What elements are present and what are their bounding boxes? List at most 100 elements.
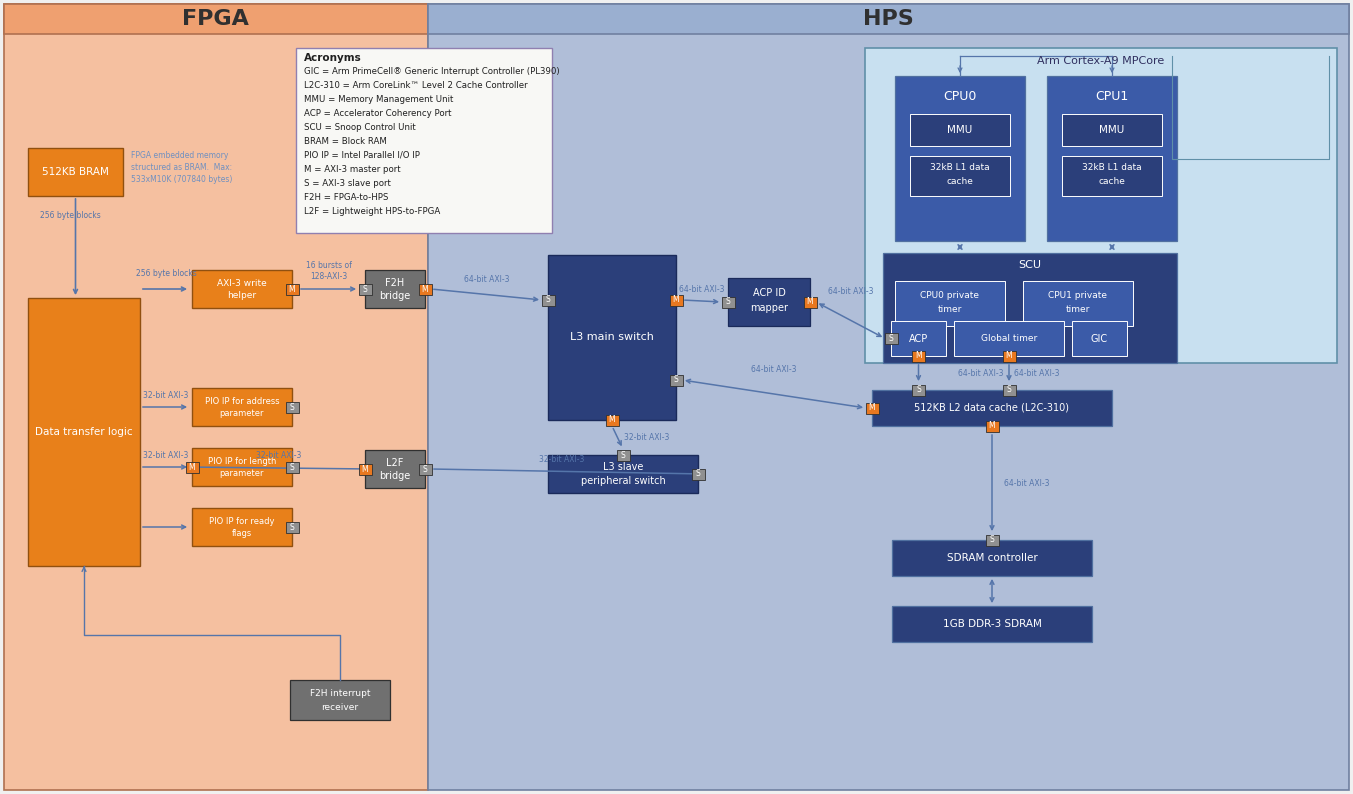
Bar <box>28 148 123 196</box>
Text: S: S <box>545 295 551 305</box>
Text: S: S <box>290 462 295 472</box>
Text: 64-bit AXI-3: 64-bit AXI-3 <box>679 286 725 295</box>
Bar <box>4 4 428 34</box>
Bar <box>728 278 810 326</box>
Bar <box>4 4 428 790</box>
Text: S: S <box>674 376 678 384</box>
Text: S: S <box>695 469 701 479</box>
Bar <box>28 298 139 566</box>
Bar <box>548 255 676 420</box>
Bar <box>1003 350 1016 361</box>
Text: CPU0 private: CPU0 private <box>920 291 980 299</box>
Text: M: M <box>989 422 996 430</box>
Bar <box>285 522 299 533</box>
Text: M: M <box>672 295 679 305</box>
Bar <box>285 283 299 295</box>
Text: timer: timer <box>938 305 962 314</box>
Text: S: S <box>290 522 295 531</box>
Text: CPU0: CPU0 <box>943 90 977 102</box>
Text: Arm Cortex-A9 MPCore: Arm Cortex-A9 MPCore <box>1038 56 1165 66</box>
Bar <box>192 388 292 426</box>
Bar <box>365 270 425 308</box>
Bar <box>670 375 682 386</box>
Bar <box>894 281 1005 326</box>
Bar <box>1062 156 1162 196</box>
Bar <box>721 296 735 307</box>
Text: SDRAM controller: SDRAM controller <box>947 553 1038 563</box>
Text: M: M <box>361 464 368 473</box>
Bar <box>428 4 1349 790</box>
Text: 64-bit AXI-3: 64-bit AXI-3 <box>1013 368 1059 377</box>
Text: S: S <box>363 284 368 294</box>
Text: M: M <box>1005 352 1012 360</box>
Text: SCU: SCU <box>1019 260 1042 270</box>
Text: CPU1: CPU1 <box>1096 90 1128 102</box>
Text: 256 byte blocks: 256 byte blocks <box>135 268 196 277</box>
Text: ACP: ACP <box>909 333 928 344</box>
Text: 64-bit AXI-3: 64-bit AXI-3 <box>751 365 797 375</box>
Bar <box>912 350 925 361</box>
Bar <box>290 680 390 720</box>
Text: PIO IP for length: PIO IP for length <box>208 457 276 465</box>
Bar <box>192 270 292 308</box>
Text: AXI-3 write: AXI-3 write <box>216 279 267 287</box>
Text: L3 main switch: L3 main switch <box>570 333 653 342</box>
Text: parameter: parameter <box>219 410 264 418</box>
Text: S: S <box>621 450 625 460</box>
Text: 16 bursts of
128-AXI-3: 16 bursts of 128-AXI-3 <box>306 261 352 281</box>
Bar <box>911 156 1009 196</box>
Bar <box>192 508 292 546</box>
Bar <box>884 253 1177 363</box>
Text: helper: helper <box>227 291 257 300</box>
Bar <box>871 390 1112 426</box>
Text: peripheral switch: peripheral switch <box>580 476 666 486</box>
Text: S: S <box>1007 386 1012 395</box>
Bar <box>954 321 1063 356</box>
Bar <box>541 295 555 306</box>
Text: S: S <box>889 334 893 343</box>
Text: M: M <box>869 403 875 413</box>
Text: S: S <box>725 298 731 306</box>
Text: bridge: bridge <box>379 471 410 481</box>
Text: F2H: F2H <box>386 278 405 288</box>
Text: cache: cache <box>947 178 973 187</box>
Text: receiver: receiver <box>322 703 359 712</box>
Text: 32-bit AXI-3: 32-bit AXI-3 <box>538 454 584 464</box>
Bar <box>285 402 299 413</box>
Text: L3 slave: L3 slave <box>603 462 643 472</box>
Text: parameter: parameter <box>219 469 264 479</box>
Bar <box>885 333 897 344</box>
Bar <box>804 296 816 307</box>
Bar <box>1023 281 1132 326</box>
Text: PIO IP for ready: PIO IP for ready <box>210 517 275 526</box>
Text: structured as BRAM.  Max:: structured as BRAM. Max: <box>131 164 233 172</box>
Text: L2C-310 = Arm CoreLink™ Level 2 Cache Controller: L2C-310 = Arm CoreLink™ Level 2 Cache Co… <box>304 80 528 90</box>
Bar <box>985 421 999 431</box>
Text: MMU = Memory Management Unit: MMU = Memory Management Unit <box>304 94 453 103</box>
Text: Data transfer logic: Data transfer logic <box>35 427 133 437</box>
Text: bridge: bridge <box>379 291 410 301</box>
Text: F2H = FPGA-to-HPS: F2H = FPGA-to-HPS <box>304 192 388 202</box>
Text: S = AXI-3 slave port: S = AXI-3 slave port <box>304 179 391 187</box>
Bar <box>606 414 618 426</box>
Bar <box>185 461 199 472</box>
Text: M: M <box>915 352 921 360</box>
Text: 1GB DDR-3 SDRAM: 1GB DDR-3 SDRAM <box>943 619 1042 629</box>
Text: M: M <box>188 462 195 472</box>
Bar <box>548 455 698 493</box>
Bar <box>691 468 705 480</box>
Text: FPGA embedded memory: FPGA embedded memory <box>131 152 229 160</box>
Bar <box>296 48 552 233</box>
Text: F2H interrupt: F2H interrupt <box>310 689 371 699</box>
Bar <box>1003 384 1016 395</box>
Text: 256 byte blocks: 256 byte blocks <box>41 211 101 221</box>
Bar <box>892 540 1092 576</box>
Bar <box>192 448 292 486</box>
Bar <box>285 461 299 472</box>
Text: 32kB L1 data: 32kB L1 data <box>1082 164 1142 172</box>
Bar <box>1047 76 1177 241</box>
Text: ACP ID: ACP ID <box>752 288 786 298</box>
Text: M: M <box>609 415 616 425</box>
Text: M: M <box>806 298 813 306</box>
Text: ACP = Accelerator Coherency Port: ACP = Accelerator Coherency Port <box>304 109 452 118</box>
